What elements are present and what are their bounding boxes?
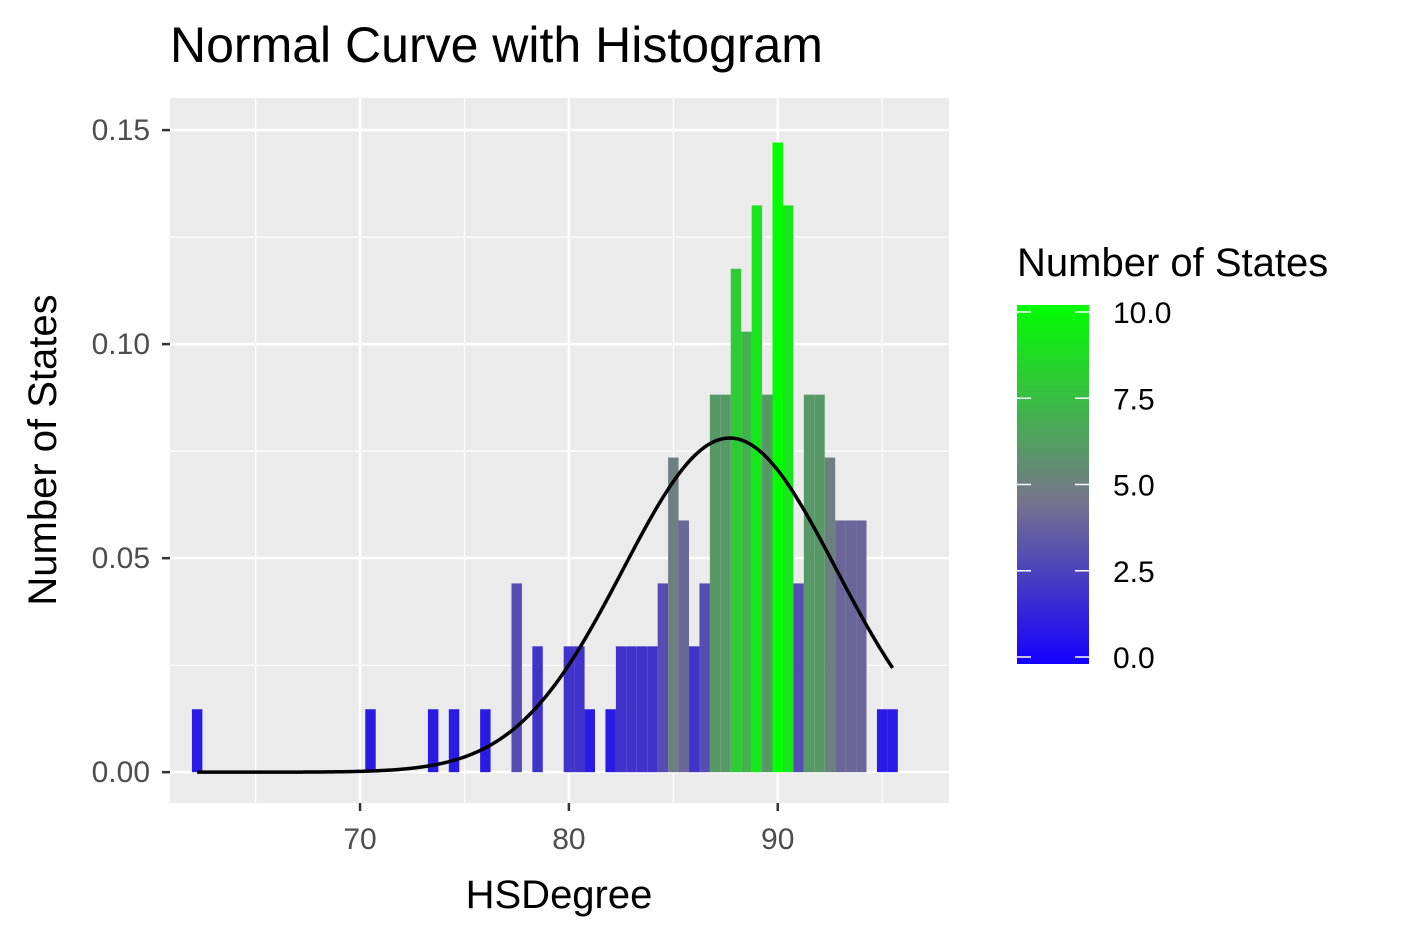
legend-title: Number of States: [1017, 241, 1328, 285]
color-legend: Number of States 0.0 2.5 5.0 7.5 10.0: [1017, 241, 1328, 675]
legend-ticks: 0.0 2.5 5.0 7.5 10.0: [1017, 297, 1171, 675]
histogram-bar: [668, 457, 679, 773]
histogram-bar: [814, 394, 825, 773]
x-tick-label: 80: [552, 823, 585, 856]
histogram-bar: [615, 646, 627, 773]
histogram-bar: [793, 583, 804, 773]
x-tick-label: 90: [761, 823, 794, 856]
legend-tick-label: 0.0: [1113, 642, 1155, 675]
legend-tick-label: 2.5: [1113, 556, 1155, 589]
y-axis: 0.00 0.05 0.10 0.15: [92, 114, 170, 789]
histogram-bar: [772, 142, 783, 773]
histogram-bar: [751, 205, 763, 773]
histogram-bar: [730, 268, 742, 773]
histogram-bar: [626, 646, 637, 773]
histogram-bar: [191, 709, 203, 773]
histogram-bar: [657, 583, 669, 773]
histogram-bar: [605, 709, 616, 773]
histogram-bar: [876, 709, 888, 773]
histogram-bar: [720, 394, 731, 773]
histogram-bar: [699, 583, 710, 773]
histogram-bar: [688, 646, 700, 773]
histogram-bar: [824, 457, 836, 773]
y-tick-label: 0.00: [92, 756, 150, 789]
histogram-bar: [762, 394, 773, 773]
legend-tick-label: 10.0: [1113, 297, 1171, 330]
y-tick-label: 0.15: [92, 114, 150, 147]
histogram-bar: [803, 394, 815, 773]
normal-curve-line: [197, 436, 895, 774]
histogram-bar: [480, 709, 491, 773]
histogram-bar: [709, 394, 721, 773]
histogram-bar: [782, 205, 794, 773]
histogram-bar: [835, 520, 846, 773]
histogram-bar: [636, 646, 648, 773]
y-tick-label: 0.10: [92, 328, 150, 361]
histogram-bar: [427, 709, 439, 773]
chart-title: Normal Curve with Histogram: [170, 17, 823, 73]
histogram-bar: [678, 520, 689, 773]
legend-tick-label: 5.0: [1113, 470, 1155, 503]
histogram-bar: [511, 583, 522, 773]
histogram-bar: [448, 709, 460, 773]
histogram-bar: [574, 646, 585, 773]
x-axis: 70 80 90: [343, 803, 794, 856]
histogram-bar: [741, 331, 752, 773]
histogram-bar: [365, 709, 376, 773]
histogram-bar: [563, 646, 575, 773]
histogram-bars: [191, 142, 898, 773]
y-axis-title: Number of States: [21, 294, 65, 605]
histogram-bar: [856, 520, 867, 773]
x-axis-title: HSDegree: [466, 873, 653, 917]
histogram-bar: [647, 646, 658, 773]
histogram-bar: [887, 709, 898, 773]
legend-tick-label: 7.5: [1113, 383, 1155, 416]
histogram-bar: [845, 520, 857, 773]
x-tick-label: 70: [343, 823, 376, 856]
histogram-bar: [532, 646, 543, 773]
histogram-bar: [584, 709, 596, 773]
y-tick-label: 0.05: [92, 542, 150, 575]
